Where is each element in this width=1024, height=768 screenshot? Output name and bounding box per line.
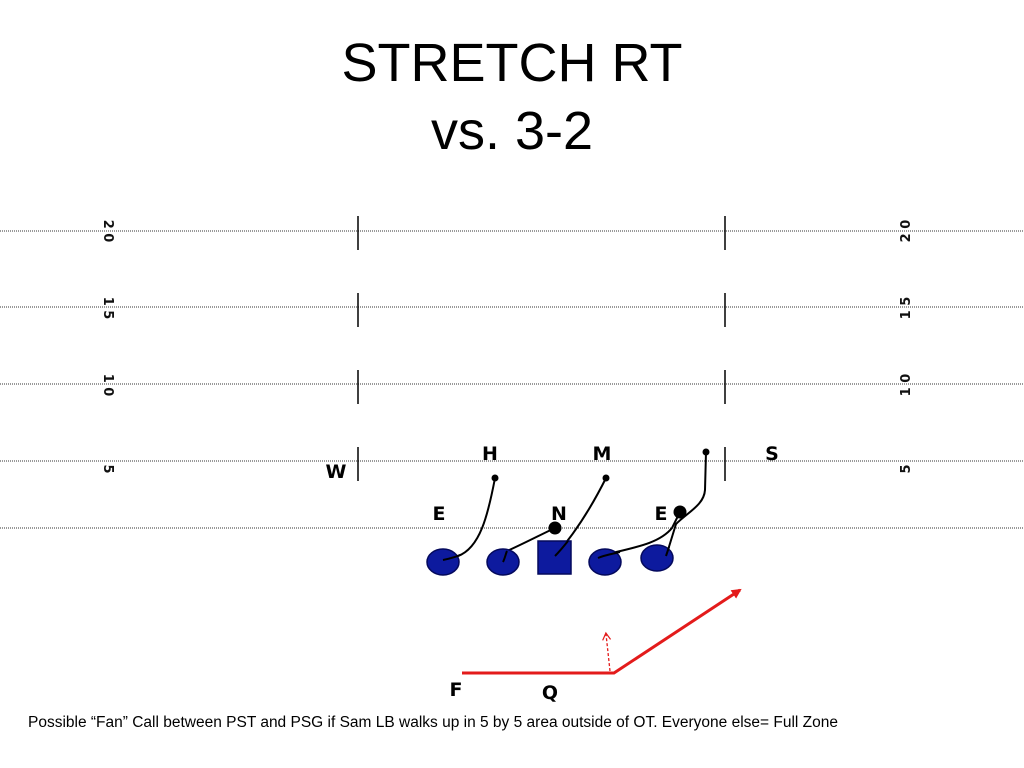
defender-h-label: H	[482, 443, 498, 465]
right-tackle-block-path	[667, 451, 707, 551]
yard-number-right-10: 1 0	[899, 374, 914, 397]
blocking-paths	[457, 451, 707, 557]
block-dot-s	[702, 448, 710, 456]
yard-number-left-15: 1 5	[100, 297, 115, 320]
center-block-path-start	[554, 540, 569, 557]
title-line-1: STRETCH RT	[341, 33, 683, 93]
defender-e-right-label: E	[655, 503, 668, 525]
yard-lines	[0, 230, 1024, 529]
block-endpoints	[491, 448, 710, 535]
tackle-block-path	[457, 477, 496, 557]
qb-dashed-path	[606, 634, 610, 672]
yard-numbers-left: 2 0 1 5 1 0 5	[100, 220, 115, 474]
defender-n-label: N	[551, 503, 567, 525]
coaching-note: Possible “Fan” Call between PST and PSG …	[28, 714, 838, 731]
defender-e-left-label: E	[433, 503, 446, 525]
fullback-f-label: F	[450, 679, 463, 701]
right-guard	[588, 548, 622, 576]
block-dot-m	[602, 474, 610, 482]
tackle-block-path-start	[442, 554, 461, 561]
yard-number-right-15: 1 5	[899, 297, 914, 320]
yard-number-right-20: 2 0	[899, 220, 914, 243]
title-line-2: vs. 3-2	[430, 101, 594, 161]
block-dot-e-right	[673, 505, 687, 519]
yard-number-right-5: 5	[899, 464, 914, 473]
yard-numbers-right: 2 0 1 5 1 0 5	[899, 220, 914, 474]
defender-s-label: S	[765, 443, 779, 465]
defender-m-label: M	[593, 443, 612, 465]
block-dot-n	[548, 521, 562, 535]
guard-block-path-start	[502, 550, 508, 563]
fullback-route	[462, 588, 742, 675]
block-lines-over	[442, 540, 670, 563]
offense-labels: F Q	[450, 679, 559, 704]
hash-marks	[357, 216, 726, 481]
left-tackle	[426, 548, 460, 576]
backfield-routes	[462, 588, 742, 675]
right-tackle-block-path-start	[665, 546, 670, 557]
quarterback-q-label: Q	[542, 682, 558, 704]
yard-number-left-20: 2 0	[100, 220, 115, 243]
yard-number-left-5: 5	[100, 464, 115, 473]
right-tackle	[640, 544, 674, 572]
defender-w-label: W	[326, 461, 347, 483]
block-dot-h	[491, 474, 499, 482]
right-guard-block-path-start	[597, 551, 621, 559]
center	[537, 540, 572, 575]
defense-labels: H M S W E N E	[326, 443, 779, 525]
yard-number-left-10: 1 0	[100, 374, 115, 397]
